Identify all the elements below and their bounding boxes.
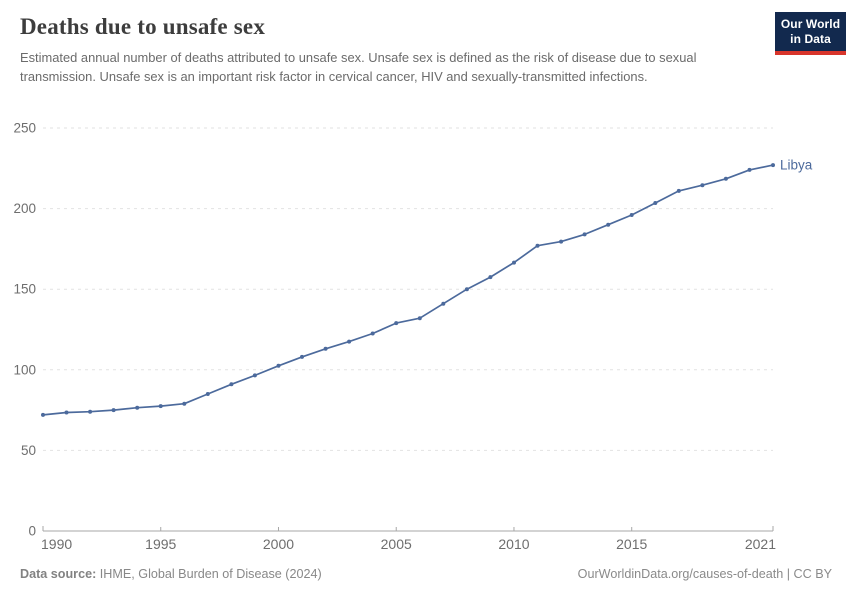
data-point[interactable] [441,301,446,306]
chart-footer: Data source: IHME, Global Burden of Dise… [20,567,832,581]
data-point[interactable] [771,163,775,168]
data-point[interactable] [300,354,304,359]
data-point[interactable] [464,287,469,292]
data-point[interactable] [323,346,328,351]
data-point[interactable] [347,339,352,344]
data-point[interactable] [606,222,611,227]
data-point[interactable] [370,331,375,336]
data-point[interactable] [252,373,257,378]
data-point[interactable] [559,239,564,244]
license-link[interactable]: OurWorldinData.org/causes-of-death | CC … [577,567,832,581]
data-source-text: IHME, Global Burden of Disease (2024) [96,567,322,581]
data-point[interactable] [229,382,234,387]
chart-subtitle: Estimated annual number of deaths attrib… [20,50,697,85]
data-point[interactable] [488,275,493,280]
data-point[interactable] [535,243,540,248]
x-axis-tick-label: 1990 [41,536,72,552]
data-point[interactable] [276,363,281,368]
data-point[interactable] [676,188,681,193]
y-axis-tick-label: 0 [28,524,36,539]
y-axis-tick-label: 250 [13,121,36,136]
x-axis-tick-label: 2005 [381,536,412,552]
data-point[interactable] [41,412,45,417]
data-point[interactable] [111,408,116,413]
line-chart[interactable]: 0 50 100 150 200 250 1990 1995 2000 2005 2010 2015 2… [0,110,850,570]
data-source-label: Data source: [20,567,97,581]
data-point[interactable] [88,409,93,414]
owid-logo-line1: Our World [780,17,841,31]
y-axis-tick-label: 50 [21,443,36,458]
owid-logo[interactable]: Our World in Data [775,12,846,55]
x-axis-tick-label: 2010 [498,536,529,552]
data-point[interactable] [653,201,658,205]
x-axis-tick-label: 2015 [616,536,647,552]
chart-header: Deaths due to unsafe sex Estimated annua… [20,14,830,87]
x-axis-tick-label: 2021 [745,536,776,552]
data-point[interactable] [205,392,210,396]
data-point[interactable] [723,176,728,181]
entity-label[interactable]: Libya [780,158,813,173]
x-axis-tick-label: 1995 [145,536,176,552]
data-point[interactable] [700,183,705,188]
data-point[interactable] [417,316,422,321]
chart-title: Deaths due to unsafe sex [20,14,266,39]
data-point[interactable] [182,401,187,406]
data-point[interactable] [135,405,140,410]
data-point[interactable] [64,410,69,415]
y-axis-tick-label: 150 [13,282,36,297]
data-point[interactable] [158,404,163,409]
trend-line[interactable] [42,164,774,416]
y-axis-tick-label: 200 [13,201,36,216]
data-point[interactable] [394,321,399,326]
y-axis-tick-label: 100 [13,362,36,377]
x-axis-tick-label: 2000 [263,536,294,552]
owid-logo-line2: in Data [790,32,831,46]
chart-area[interactable]: 0 50 100 150 200 250 1990 1995 2000 2005 2010 2015 2… [0,110,850,570]
data-point[interactable] [512,260,516,265]
data-point[interactable] [747,167,752,172]
data-point[interactable] [582,232,587,237]
data-source: Data source: IHME, Global Burden of Dise… [20,567,322,581]
data-point[interactable] [629,213,634,217]
